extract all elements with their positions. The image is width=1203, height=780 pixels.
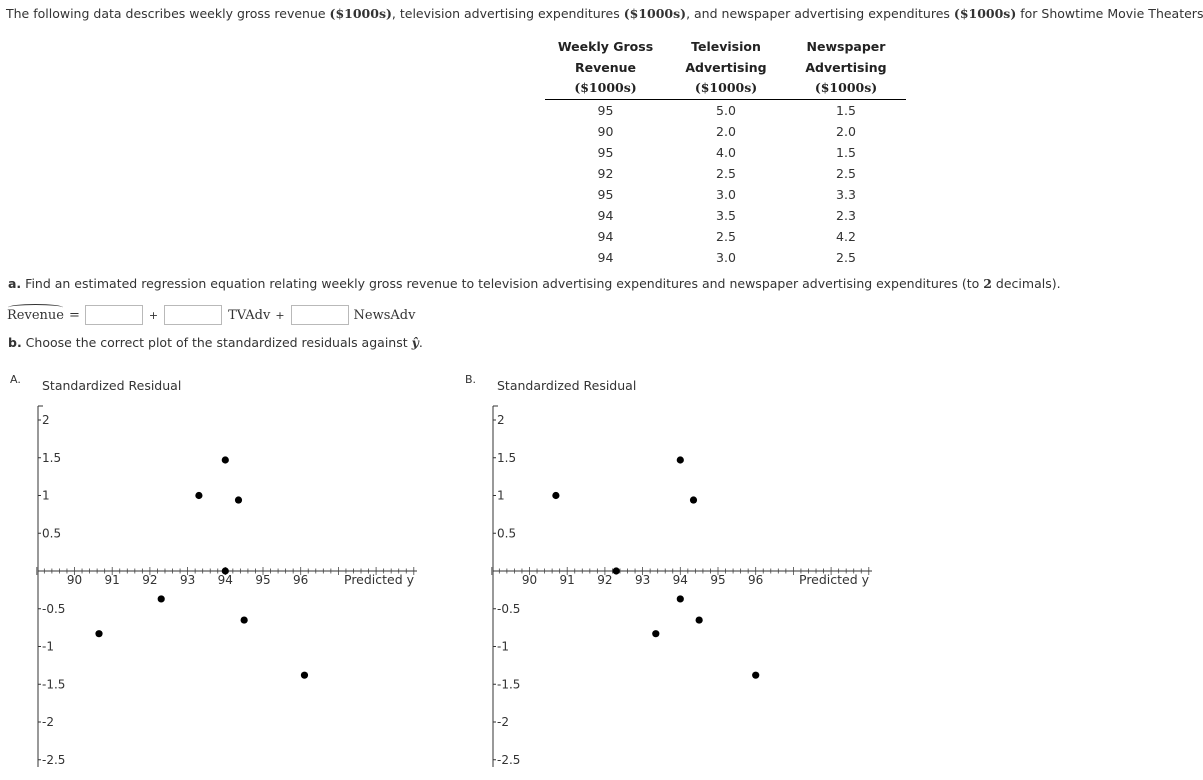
table-row: 94 3.0 2.5 (597, 249, 856, 265)
y-tick-label: 1.5 (497, 451, 516, 465)
y-tick-label: -1.5 (42, 677, 65, 691)
x-tick-label: 90 (67, 573, 82, 587)
header-tv: Television (691, 39, 761, 54)
header-revenue: Weekly Gross (557, 39, 654, 54)
y-tick-label: -2 (42, 715, 54, 729)
data-point (695, 616, 703, 624)
y-tick-label: -0.5 (42, 602, 65, 616)
plot-a-ylabel: Standardized Residual (42, 378, 181, 393)
y-tick-label: 0.5 (42, 526, 61, 540)
y-tick-label: -1 (497, 640, 509, 654)
revenue-hat: Revenue (7, 303, 64, 323)
x-tick-label: 92 (597, 573, 612, 587)
data-point (234, 496, 243, 504)
table-row: 95 3.0 3.3 (597, 186, 856, 202)
x-tick-label: 95 (255, 573, 270, 587)
data-point (676, 595, 684, 603)
header-tv-l2: Advertising (685, 59, 767, 75)
option-a-label[interactable]: A. (10, 373, 21, 386)
data-point (300, 671, 309, 679)
tvadv-coef-input[interactable] (164, 305, 223, 325)
header-revenue-l2: Revenue (574, 59, 636, 75)
data-point (221, 567, 229, 575)
y-tick-label: 1.5 (42, 451, 61, 465)
table-row: 95 5.0 1.5 (597, 102, 856, 118)
y-tick-label: -1.5 (497, 677, 520, 691)
x-tick-label: 95 (710, 573, 725, 587)
data-point (195, 491, 203, 500)
y-tick-label: -2.5 (42, 753, 65, 767)
problem-intro: The following data describes weekly gros… (6, 6, 1203, 21)
table-row: 95 4.0 1.5 (597, 144, 856, 160)
data-table: Weekly Gross Television Newspaper Revenu… (545, 37, 906, 268)
data-point (652, 630, 660, 638)
x-tick-label: 93 (635, 573, 650, 587)
data-point (157, 595, 165, 603)
header-news: Newspaper (806, 39, 886, 54)
question-a: a. Find an estimated regression equation… (8, 276, 1061, 291)
data-point (552, 491, 560, 500)
data-point (612, 567, 620, 575)
table-row: 90 2.0 2.0 (597, 123, 856, 139)
data-point (221, 456, 229, 464)
y-tick-label: -0.5 (497, 602, 520, 616)
y-tick-label: 0.5 (497, 526, 516, 540)
table-row: 94 3.5 2.3 (597, 207, 856, 223)
tvadv-term: TVAdv (228, 307, 271, 323)
table-row: 92 2.5 2.5 (597, 165, 856, 181)
data-point (689, 496, 698, 504)
x-tick-label: 90 (522, 573, 537, 587)
header-news-unit: ($1000s) (786, 78, 906, 100)
y-tick-label: -2.5 (497, 753, 520, 767)
regression-equation: Revenue = + TVAdv + NewsAdv (7, 303, 415, 327)
y-tick-label: 2 (42, 413, 50, 427)
plot-a-xlabel: Predicted y (344, 572, 415, 587)
plot-b-ylabel: Standardized Residual (497, 378, 636, 393)
residual-plot-b[interactable]: Standardized Residual Predicted y 90 91 92… (483, 372, 883, 767)
data-point (752, 671, 760, 679)
plot-b-xlabel: Predicted y (799, 572, 870, 587)
newsadv-coef-input[interactable] (290, 305, 349, 325)
data-point (676, 456, 684, 464)
x-tick-label: 96 (293, 573, 308, 587)
x-tick-label: 94 (218, 573, 233, 587)
option-b-label[interactable]: B. (465, 373, 477, 386)
residual-plot-a[interactable]: Standardized Residual Predicted y 90 91 92… (28, 372, 428, 767)
header-tv-unit: ($1000s) (666, 78, 786, 100)
intercept-input[interactable] (84, 305, 143, 325)
x-tick-label: 93 (180, 573, 195, 587)
header-news-l2: Advertising (805, 59, 887, 75)
y-tick-label: 2 (497, 413, 505, 427)
x-tick-label: 94 (673, 573, 688, 587)
y-tick-label: 1 (42, 489, 50, 503)
x-tick-label: 91 (105, 573, 120, 587)
question-b: b. Choose the correct plot of the standa… (8, 335, 423, 350)
newsadv-term: NewsAdv (353, 307, 416, 323)
x-tick-label: 96 (748, 573, 763, 587)
x-tick-label: 91 (560, 573, 575, 587)
data-point (240, 616, 248, 624)
data-point (95, 630, 103, 638)
y-tick-label: 1 (497, 489, 505, 503)
y-tick-label: -2 (497, 715, 509, 729)
table-row: 94 2.5 4.2 (597, 228, 856, 244)
header-revenue-unit: ($1000s) (545, 78, 666, 100)
y-tick-label: -1 (42, 640, 54, 654)
x-tick-label: 92 (142, 573, 157, 587)
